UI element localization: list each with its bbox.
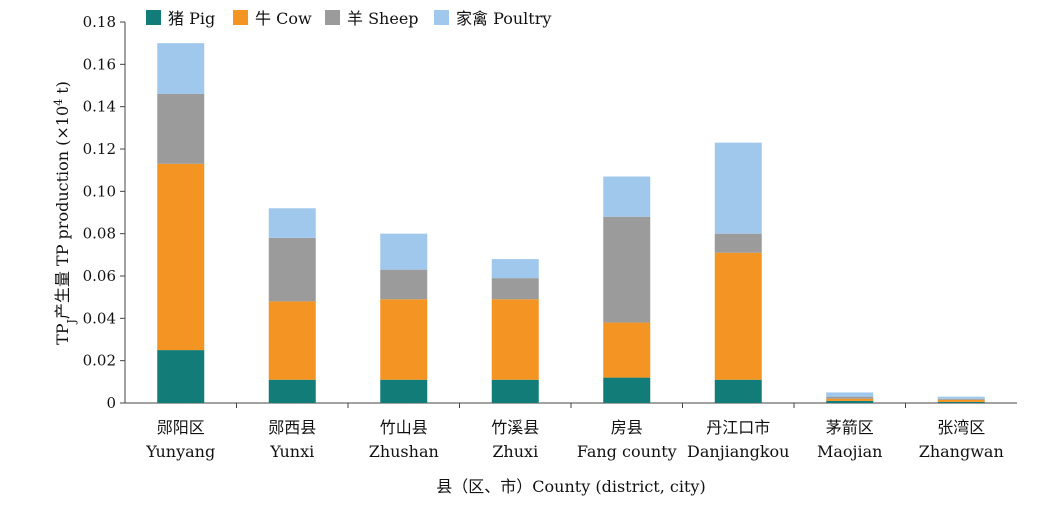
y-ticks: 0 0.02 0.04 0.06 0.08 0.10 0.12 0.14 0.16 0.18 <box>83 13 125 412</box>
y-tick-label: 0.08 <box>83 225 116 243</box>
x-tick-label-cn: 郧西县 <box>268 418 316 437</box>
y-tick-label: 0.14 <box>83 98 116 116</box>
y-tick-label: 0.12 <box>83 140 116 158</box>
bar-segment-sheep <box>603 216 651 323</box>
y-axis-title: TPJ产生量 TP production (×104 t) <box>52 81 78 345</box>
x-tick-label-cn: 丹江口市 <box>706 418 770 437</box>
bar-segment-cow <box>491 299 539 380</box>
bar-segment-sheep <box>157 93 205 164</box>
y-tick-label: 0.04 <box>83 309 116 327</box>
bar-segment-cow <box>268 301 316 380</box>
bar-segment-poultry <box>937 396 985 399</box>
x-tick-label-cn: 竹溪县 <box>491 418 539 437</box>
legend-swatch <box>233 10 248 25</box>
bar-segment-cow <box>157 163 205 351</box>
x-tick-label-en: Danjiangkou <box>687 442 789 461</box>
legend-swatch <box>434 10 449 25</box>
bar-segment-pig <box>937 401 985 403</box>
x-axis-title: 县（区、市）County (district, city) <box>436 477 705 496</box>
axes <box>124 22 1017 404</box>
bar-segment-cow <box>714 252 762 380</box>
bars <box>157 43 985 403</box>
bar-segment-sheep <box>826 396 874 399</box>
x-tick-label-en: Zhushan <box>369 442 439 461</box>
y-tick-label: 0.16 <box>83 55 116 73</box>
y-axis-title-pre: TP <box>53 323 72 345</box>
legend-label: 家禽 Poultry <box>456 9 551 28</box>
y-axis-title-sup: 4 <box>52 99 65 106</box>
bar-segment-pig <box>380 379 428 403</box>
x-tick-label-cn: 张湾区 <box>937 418 985 437</box>
y-axis-title-sub: J <box>65 319 78 324</box>
x-tick-label-cn: 房县 <box>611 418 643 437</box>
y-tick-label: 0.18 <box>83 13 116 31</box>
y-axis-title-end: t) <box>53 81 72 99</box>
legend-swatch <box>146 10 161 25</box>
bar-segment-sheep <box>714 233 762 253</box>
bar-segment-poultry <box>491 259 539 279</box>
bar-segment-sheep <box>380 269 428 300</box>
y-tick-label: 0 <box>106 394 116 412</box>
bar-segment-poultry <box>714 142 762 234</box>
y-tick-label: 0.10 <box>83 182 116 200</box>
bar-segment-cow <box>603 322 651 378</box>
bar-segment-pig <box>826 400 874 403</box>
legend-swatch <box>325 10 340 25</box>
x-ticks: 郧阳区 Yunyang 郧西县 Yunxi 竹山县 Zhushan 竹溪县 Zhuxi 房县 Fa… <box>145 403 1004 461</box>
bar-segment-poultry <box>380 233 428 270</box>
x-tick-label-cn: 郧阳区 <box>157 418 205 437</box>
bar-segment-poultry <box>157 43 205 94</box>
bar-segment-sheep <box>937 398 985 400</box>
y-axis-title-main: 产生量 TP production (×10 <box>53 106 72 319</box>
bar-segment-cow <box>937 399 985 402</box>
bar-segment-poultry <box>826 392 874 397</box>
x-tick-label-en: Fang county <box>577 442 677 461</box>
bar-segment-pig <box>714 379 762 403</box>
bar-segment-cow <box>380 299 428 380</box>
x-tick-label-en: Zhangwan <box>919 442 1004 461</box>
bar-segment-sheep <box>268 237 316 302</box>
x-tick-label-en: Maojian <box>817 442 882 461</box>
bar-segment-sheep <box>491 278 539 300</box>
y-tick-label: 0.06 <box>83 267 116 285</box>
x-tick-label-en: Yunxi <box>269 442 314 461</box>
bar-segment-pig <box>157 350 205 403</box>
x-tick-label-en: Yunyang <box>145 442 215 461</box>
legend-label: 羊 Sheep <box>347 9 419 28</box>
bar-segment-pig <box>603 377 651 403</box>
legend-label: 猪 Pig <box>168 9 215 28</box>
x-tick-label-en: Zhuxi <box>492 442 538 461</box>
bar-segment-cow <box>826 398 874 401</box>
bar-segment-poultry <box>268 208 316 238</box>
bar-segment-pig <box>491 379 539 403</box>
x-tick-label-cn: 茅箭区 <box>826 418 874 437</box>
legend-label: 牛 Cow <box>255 9 312 28</box>
y-tick-label: 0.02 <box>83 352 116 370</box>
bar-segment-pig <box>268 379 316 403</box>
legend: 猪 Pig 牛 Cow 羊 Sheep 家禽 Poultry <box>146 9 551 28</box>
bar-segment-poultry <box>603 176 651 217</box>
x-tick-label-cn: 竹山县 <box>380 418 428 437</box>
